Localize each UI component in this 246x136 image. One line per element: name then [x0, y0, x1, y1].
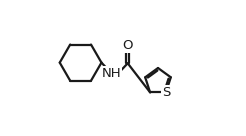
Text: S: S: [162, 86, 170, 99]
Text: O: O: [123, 39, 133, 52]
Text: NH: NH: [102, 67, 121, 80]
